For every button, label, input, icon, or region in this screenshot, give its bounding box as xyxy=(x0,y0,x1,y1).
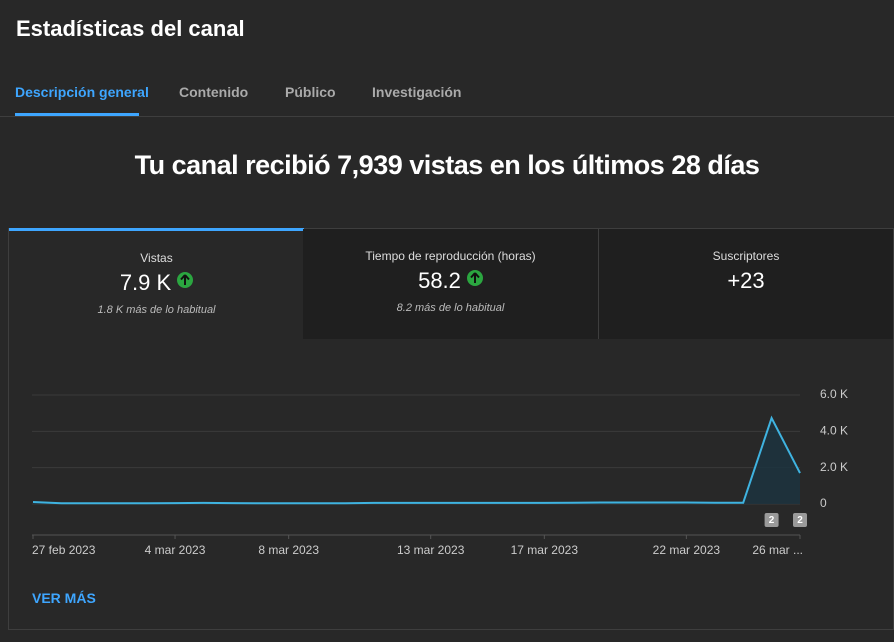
tab[interactable]: Investigación xyxy=(372,84,462,100)
y-tick-label: 4.0 K xyxy=(820,424,848,438)
x-tick-label: 4 mar 2023 xyxy=(145,543,206,557)
metric-value: 7.9 K xyxy=(119,270,172,295)
marker-box xyxy=(764,513,779,527)
page-title: Estadísticas del canal xyxy=(16,16,245,41)
tab[interactable]: Descripción general xyxy=(15,84,149,100)
metric-tab[interactable]: Vistas 7.9 K 1.8 K más de lo habitual xyxy=(9,228,304,342)
up-icon xyxy=(466,270,483,286)
x-tick-label: 26 mar ... xyxy=(752,543,803,557)
tab[interactable]: Contenido xyxy=(179,84,249,100)
x-tick-label: 22 mar 2023 xyxy=(653,543,721,557)
divider xyxy=(0,116,894,117)
line xyxy=(32,415,801,505)
metric-label: Vistas xyxy=(140,251,173,265)
y-tick-label: 2.0 K xyxy=(820,460,848,474)
metric-value: +23 xyxy=(727,268,765,293)
marker-label: 2 xyxy=(769,515,775,526)
x-tick-label: 13 mar 2023 xyxy=(397,543,465,557)
metric-note: 8.2 más de lo habitual xyxy=(396,302,505,314)
headline: Tu canal recibió 7,939 vistas en los últ… xyxy=(134,150,760,180)
marker-label: 2 xyxy=(797,515,803,526)
y-tick-label: 0 xyxy=(820,496,827,510)
x-tick-label: 17 mar 2023 xyxy=(511,543,579,557)
metric-tab[interactable]: Tiempo de reproducción (horas) 58.2 8.2 … xyxy=(303,229,598,339)
marker-box xyxy=(793,513,807,527)
metric-value: 58.2 xyxy=(418,268,461,293)
metric-label: Suscriptores xyxy=(712,249,780,263)
metric-label: Tiempo de reproducción (horas) xyxy=(365,249,536,263)
tab[interactable]: Público xyxy=(285,84,336,100)
tab-indicator xyxy=(15,113,139,116)
y-tick-label: 6.0 K xyxy=(820,387,848,401)
up-icon xyxy=(177,272,194,288)
x-tick-label: 27 feb 2023 xyxy=(32,543,96,557)
metric-note: 1.8 K más de lo habitual xyxy=(97,304,216,316)
see-more-link[interactable]: VER MÁS xyxy=(32,590,96,606)
metric-value-row: 58.2 xyxy=(303,268,598,294)
x-tick-label: 8 mar 2023 xyxy=(258,543,319,557)
metric-tab[interactable]: Suscriptores +23 xyxy=(598,229,893,339)
metric-value-row: 7.9 K xyxy=(9,270,304,296)
